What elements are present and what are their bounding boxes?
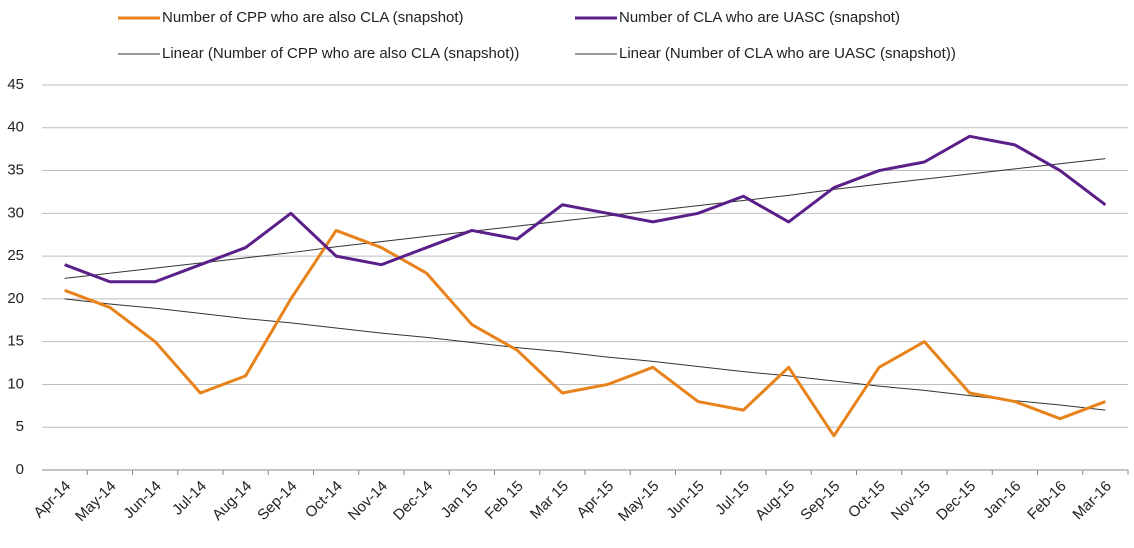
x-tick-label: May-14 bbox=[72, 478, 119, 525]
y-tick-label: 35 bbox=[7, 162, 24, 179]
y-tick-label: 40 bbox=[7, 119, 24, 136]
legend-label: Number of CLA who are UASC (snapshot) bbox=[619, 9, 900, 26]
x-tick-label: Feb 15 bbox=[482, 478, 527, 523]
legend-label: Linear (Number of CPP who are also CLA (… bbox=[162, 45, 519, 62]
x-tick-label: Sep-15 bbox=[797, 478, 843, 524]
x-tick-label: Mar-16 bbox=[1069, 478, 1115, 524]
x-tick-label: Oct-15 bbox=[845, 478, 889, 522]
x-tick-label: Jan 15 bbox=[438, 478, 482, 522]
x-tick-label: Aug-14 bbox=[209, 478, 255, 524]
x-tick-label: Jan-16 bbox=[980, 478, 1024, 522]
x-tick-label: Oct-14 bbox=[302, 478, 346, 522]
y-tick-label: 10 bbox=[7, 375, 24, 392]
series-line bbox=[64, 158, 1106, 279]
x-tick-label: Jul-15 bbox=[712, 478, 753, 519]
y-tick-label: 25 bbox=[7, 247, 24, 264]
x-tick-label: Apr-14 bbox=[30, 478, 74, 522]
series-line bbox=[64, 134, 1107, 284]
x-tick-label: Jul-14 bbox=[169, 478, 210, 519]
legend-label: Number of CPP who are also CLA (snapshot… bbox=[162, 9, 464, 26]
x-tick-label: Sep-14 bbox=[254, 478, 300, 524]
x-tick-label: Jun-15 bbox=[663, 478, 707, 522]
y-tick-label: 15 bbox=[7, 333, 24, 350]
x-tick-label: Feb-16 bbox=[1024, 478, 1070, 524]
x-tick-label: Aug-15 bbox=[752, 478, 798, 524]
x-tick-label: Nov-15 bbox=[888, 478, 934, 524]
legend-label: Linear (Number of CLA who are UASC (snap… bbox=[619, 45, 956, 62]
x-tick-label: Apr-15 bbox=[573, 478, 617, 522]
series-line bbox=[64, 298, 1106, 411]
x-tick-label: Nov-14 bbox=[345, 478, 391, 524]
y-tick-label: 0 bbox=[16, 461, 24, 478]
series-line bbox=[64, 228, 1106, 438]
y-tick-label: 45 bbox=[7, 76, 24, 93]
x-tick-label: May-15 bbox=[615, 478, 662, 525]
y-tick-label: 5 bbox=[16, 418, 24, 435]
x-tick-label: Dec-14 bbox=[390, 478, 436, 524]
x-tick-label: Mar 15 bbox=[527, 478, 572, 523]
x-tick-label: Dec-15 bbox=[933, 478, 979, 524]
y-tick-label: 20 bbox=[7, 290, 24, 307]
x-tick-label: Jun-14 bbox=[120, 478, 164, 522]
y-tick-label: 30 bbox=[7, 204, 24, 221]
